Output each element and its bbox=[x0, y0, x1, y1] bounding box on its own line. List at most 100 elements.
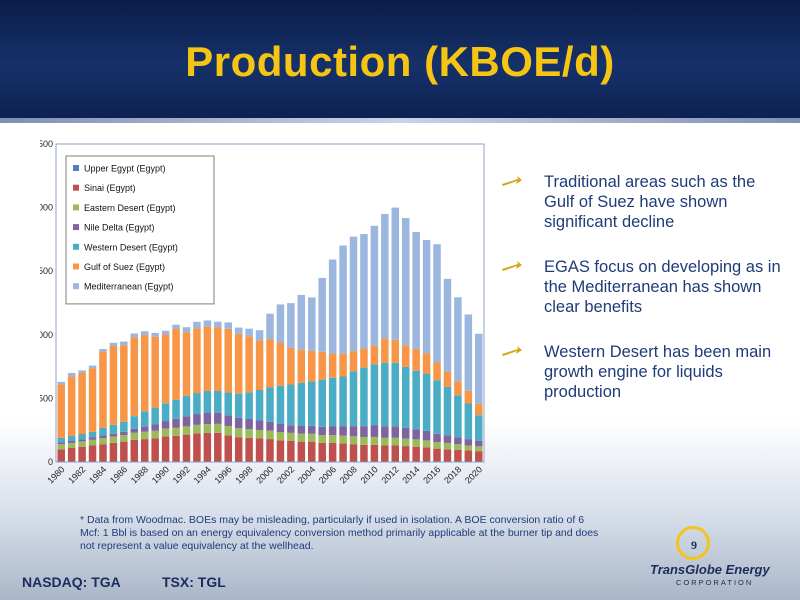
bar-segment bbox=[412, 461, 420, 462]
bar-segment bbox=[422, 240, 431, 354]
bar-segment bbox=[370, 461, 379, 462]
bar-segment bbox=[381, 426, 389, 438]
bar-segment bbox=[172, 461, 180, 462]
bar-segment bbox=[401, 461, 410, 462]
bar-segment bbox=[475, 446, 483, 452]
header-bar bbox=[0, 0, 800, 118]
x-tick-label: 2014 bbox=[400, 464, 421, 485]
x-tick-label: 2006 bbox=[317, 464, 338, 485]
x-tick-label: 2004 bbox=[296, 464, 317, 485]
bar-segment bbox=[297, 382, 306, 427]
bar-segment bbox=[203, 461, 212, 462]
production-chart: 0 500 1000 1500 2000 2500 19801982198419861988… bbox=[33, 139, 485, 486]
bar-segment bbox=[454, 395, 462, 438]
bar-segment bbox=[57, 442, 65, 445]
bar-segment bbox=[234, 461, 243, 462]
bar-segment bbox=[443, 461, 452, 462]
bar-segment bbox=[422, 373, 431, 431]
bar-segment bbox=[214, 423, 222, 433]
bar-segment bbox=[276, 423, 285, 433]
bar-segment bbox=[120, 421, 128, 432]
bar-segment bbox=[266, 313, 274, 340]
bar-segment bbox=[339, 426, 347, 436]
bar-segment bbox=[287, 425, 295, 433]
bar-segment bbox=[88, 368, 97, 432]
bar-segment bbox=[328, 461, 337, 462]
x-tick-label: 1984 bbox=[87, 464, 108, 485]
bar-segment bbox=[255, 390, 264, 421]
bar-segment bbox=[381, 213, 389, 339]
bar-segment bbox=[307, 297, 316, 351]
x-tick-label: 1980 bbox=[45, 464, 66, 485]
bar-segment bbox=[318, 351, 326, 380]
bar-segment bbox=[182, 416, 191, 427]
bar-segment bbox=[214, 412, 222, 424]
bar-segment bbox=[151, 438, 159, 462]
bar-segment bbox=[193, 461, 201, 462]
bar-segment bbox=[360, 234, 368, 349]
bar-segment bbox=[193, 414, 201, 425]
bar-segment bbox=[287, 432, 295, 442]
legend-swatch bbox=[73, 184, 79, 191]
bar-segment bbox=[99, 351, 107, 428]
bar-segment bbox=[454, 437, 462, 445]
bar-segment bbox=[255, 340, 264, 391]
bar-segment bbox=[130, 432, 139, 440]
bullet-text: EGAS focus on developing as in the Medit… bbox=[544, 258, 781, 316]
bar-segment bbox=[443, 449, 452, 462]
bar-segment bbox=[57, 461, 65, 462]
bar-segment bbox=[401, 427, 410, 439]
x-tick-label: 2002 bbox=[275, 464, 296, 485]
bar-segment bbox=[401, 438, 410, 447]
bar-segment bbox=[161, 334, 170, 404]
arrow-bullet-icon bbox=[502, 261, 522, 271]
bar-segment bbox=[464, 403, 473, 440]
bar-segment bbox=[234, 333, 243, 394]
bullet-text: Traditional areas such as the Gulf of Su… bbox=[544, 173, 756, 231]
bar-segment bbox=[57, 384, 65, 438]
bar-segment bbox=[78, 370, 86, 373]
bar-segment bbox=[99, 435, 107, 439]
bar-segment bbox=[214, 391, 222, 413]
bar-segment bbox=[203, 391, 212, 413]
bar-segment bbox=[433, 448, 441, 462]
bar-segment bbox=[339, 353, 347, 377]
bar-segment bbox=[475, 451, 483, 462]
bar-segment bbox=[120, 441, 128, 462]
bar-segment bbox=[433, 362, 441, 381]
bar-segment bbox=[255, 438, 264, 462]
bar-segment bbox=[307, 381, 316, 426]
bar-segment bbox=[151, 430, 159, 439]
bar-segment bbox=[99, 438, 107, 445]
bar-segment bbox=[161, 461, 170, 462]
bar-segment bbox=[214, 327, 222, 392]
bar-segment bbox=[140, 431, 149, 440]
x-tick-label: 2010 bbox=[359, 464, 380, 485]
bar-segment bbox=[266, 439, 274, 462]
y-tick-label: 0 bbox=[48, 457, 53, 467]
bar-segment bbox=[297, 294, 306, 350]
bar-segment bbox=[182, 332, 191, 396]
bar-segment bbox=[109, 342, 118, 346]
bar-segment bbox=[120, 431, 128, 436]
bar-segment bbox=[297, 426, 306, 434]
bar-segment bbox=[109, 433, 118, 437]
bar-segment bbox=[287, 461, 295, 462]
bar-segment bbox=[78, 441, 86, 447]
company-logo-text: TransGlobe Energy bbox=[650, 562, 770, 577]
y-tick-label: 1500 bbox=[40, 266, 53, 276]
bar-segment bbox=[88, 431, 97, 438]
bar-segment bbox=[475, 333, 483, 404]
bar-segment bbox=[193, 433, 201, 462]
x-tick-label: 1988 bbox=[129, 464, 150, 485]
bar-segment bbox=[245, 392, 253, 420]
logo-globe-icon bbox=[676, 526, 710, 560]
bullet-item: EGAS focus on developing as in the Medit… bbox=[500, 257, 790, 317]
bullet-item: Western Desert has been main growth engi… bbox=[500, 342, 790, 402]
legend-label: Upper Egypt (Egypt) bbox=[84, 164, 166, 174]
bar-segment bbox=[349, 436, 358, 445]
bar-segment bbox=[391, 362, 400, 427]
bar-segment bbox=[130, 439, 139, 462]
bar-segment bbox=[255, 330, 264, 341]
bar-segment bbox=[193, 424, 201, 434]
